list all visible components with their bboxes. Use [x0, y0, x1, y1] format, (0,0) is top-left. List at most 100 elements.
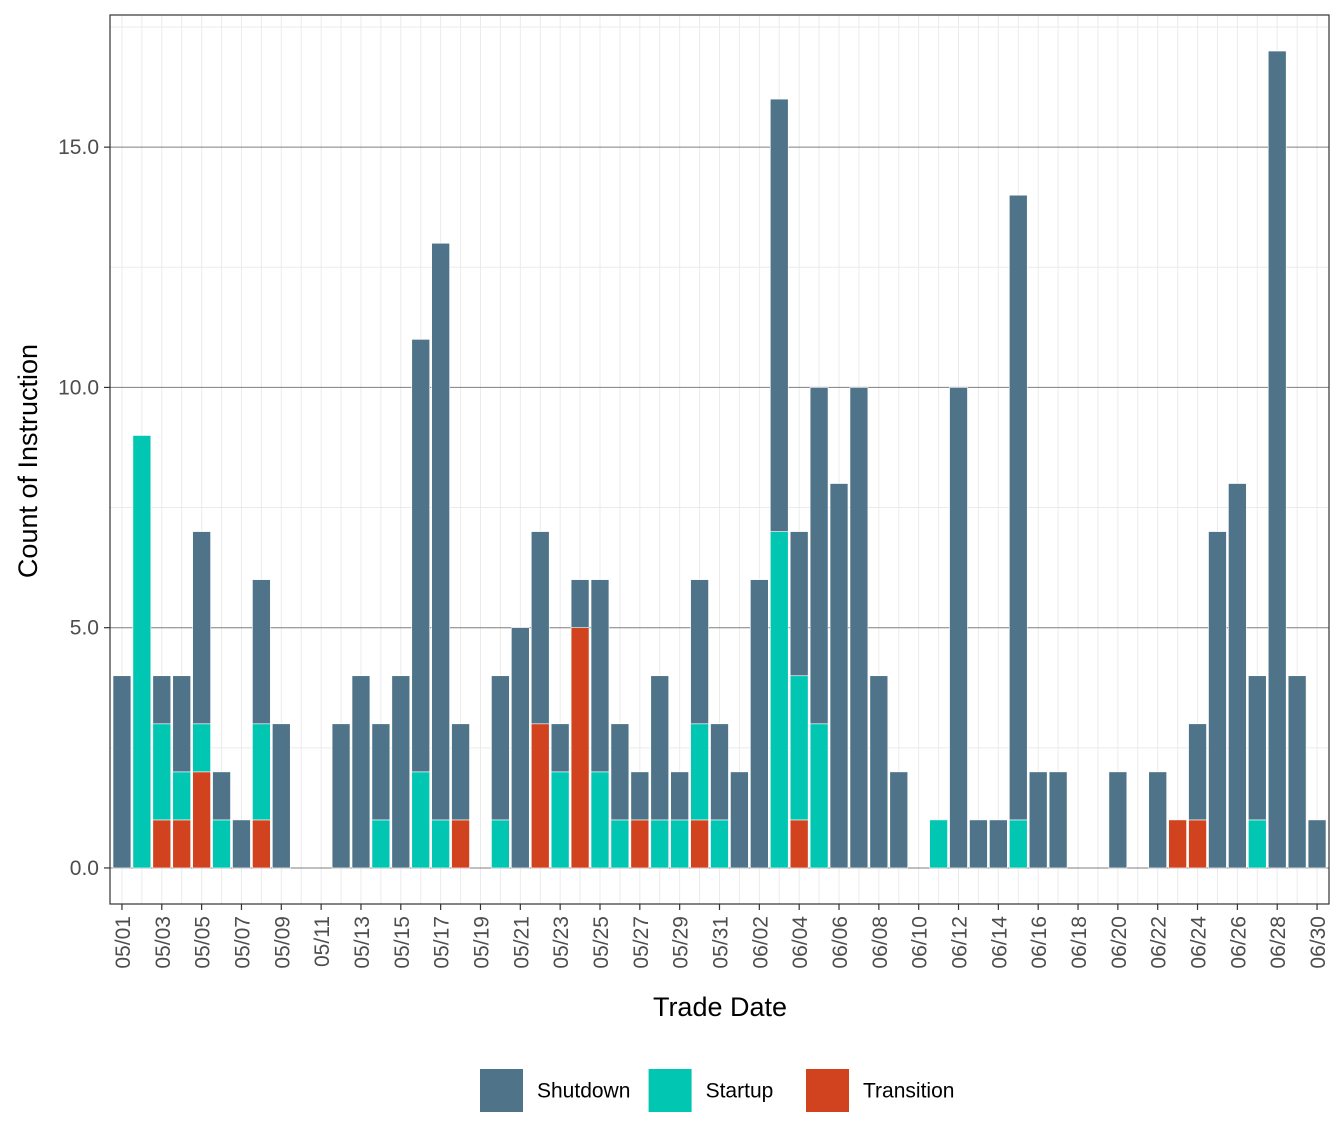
bar-shutdown [849, 387, 869, 869]
bar-startup [590, 771, 610, 869]
bar-shutdown [969, 819, 988, 869]
bar-shutdown [750, 579, 769, 869]
bar-shutdown [1108, 771, 1128, 869]
bar-shutdown [272, 723, 291, 869]
bar-transition [1188, 819, 1207, 869]
x-tick-label: 06/20 [1108, 916, 1131, 969]
bar-shutdown [112, 675, 132, 869]
bar-transition [530, 723, 550, 869]
x-tick-label: 05/07 [231, 916, 254, 969]
x-tick-label: 06/16 [1028, 916, 1051, 969]
bar-startup [650, 819, 670, 869]
x-tick-label: 05/23 [550, 916, 573, 969]
bar-shutdown [192, 531, 211, 725]
bar-startup [411, 771, 430, 869]
bar-startup [172, 771, 191, 821]
bar-shutdown [212, 771, 231, 821]
x-tick-label: 06/30 [1307, 916, 1330, 969]
y-tick-label: 5.0 [70, 617, 99, 640]
y-tick-label: 15.0 [58, 136, 99, 159]
bar-shutdown [252, 579, 271, 725]
bar-transition [172, 819, 191, 869]
bar-shutdown [1009, 194, 1028, 821]
x-tick-label: 06/08 [869, 916, 892, 969]
bar-shutdown [690, 579, 709, 725]
x-tick-label: 06/22 [1148, 916, 1171, 969]
bar-shutdown [829, 483, 849, 869]
bar-transition [451, 819, 470, 869]
bar-shutdown [232, 819, 251, 869]
bar-startup [132, 435, 152, 869]
bar-shutdown [511, 627, 530, 869]
bar-startup [152, 723, 172, 821]
bar-shutdown [570, 579, 590, 628]
bar-shutdown [1267, 50, 1287, 869]
bar-shutdown [1188, 723, 1207, 821]
bars [112, 50, 1327, 869]
x-tick-label: 06/18 [1068, 916, 1091, 969]
bar-transition [570, 627, 590, 869]
bar-shutdown [491, 675, 510, 821]
x-tick-label: 06/28 [1267, 916, 1290, 969]
x-tick-label: 05/21 [510, 916, 533, 969]
x-tick-label: 05/17 [431, 916, 454, 969]
bar-shutdown [172, 675, 191, 773]
y-tick-label: 0.0 [70, 857, 99, 880]
bar-shutdown [431, 242, 450, 821]
legend-label-shutdown: Shutdown [537, 1080, 630, 1103]
x-tick-label: 06/24 [1188, 916, 1211, 969]
bar-shutdown [451, 723, 470, 821]
bar-startup [192, 723, 211, 773]
x-tick-label: 06/02 [749, 916, 772, 969]
bar-shutdown [1248, 675, 1267, 821]
bar-startup [929, 819, 948, 869]
bar-startup [252, 723, 271, 821]
bar-startup [371, 819, 391, 869]
x-tick-label: 05/01 [112, 916, 135, 969]
x-tick-label: 05/09 [271, 916, 294, 969]
x-tick-label: 05/31 [710, 916, 733, 969]
x-tick-label: 05/05 [192, 916, 215, 969]
bar-startup [431, 819, 450, 869]
x-tick-label: 05/25 [590, 916, 613, 969]
bar-transition [690, 819, 709, 869]
bar-shutdown [630, 771, 650, 821]
x-tick-label: 06/14 [988, 916, 1011, 969]
bar-shutdown [889, 771, 909, 869]
bar-shutdown [1228, 483, 1247, 869]
x-tick-label: 05/19 [470, 916, 493, 969]
bar-startup [212, 819, 231, 869]
bar-shutdown [351, 675, 371, 869]
bar-shutdown [809, 387, 829, 725]
bar-shutdown [869, 675, 889, 869]
legend: Shutdown Startup Transition [480, 1069, 954, 1112]
x-tick-label: 05/03 [152, 916, 175, 969]
legend-label-startup: Startup [706, 1080, 774, 1103]
legend-key-shutdown [480, 1069, 523, 1112]
x-tick-label: 06/26 [1227, 916, 1250, 969]
bar-shutdown [949, 387, 968, 869]
bar-shutdown [610, 723, 630, 821]
bar-shutdown [710, 723, 729, 821]
x-tick-label: 05/11 [311, 916, 334, 967]
bar-shutdown [371, 723, 391, 821]
bar-transition [789, 819, 809, 869]
bar-shutdown [411, 339, 430, 773]
bar-startup [690, 723, 709, 821]
bar-startup [769, 531, 789, 869]
bar-shutdown [1028, 771, 1048, 869]
bar-shutdown [391, 675, 411, 869]
bar-transition [630, 819, 650, 869]
bar-startup [670, 819, 689, 869]
legend-label-transition: Transition [863, 1080, 954, 1103]
bar-startup [710, 819, 729, 869]
bar-transition [252, 819, 271, 869]
bar-shutdown [769, 98, 789, 532]
bar-shutdown [1208, 531, 1227, 869]
bar-shutdown [530, 531, 550, 725]
y-axis-ticks: 0.0 5.0 10.0 15.0 [58, 136, 110, 880]
y-tick-label: 10.0 [58, 376, 99, 399]
x-axis-title: Trade Date [653, 992, 787, 1022]
bar-shutdown [1148, 771, 1167, 869]
